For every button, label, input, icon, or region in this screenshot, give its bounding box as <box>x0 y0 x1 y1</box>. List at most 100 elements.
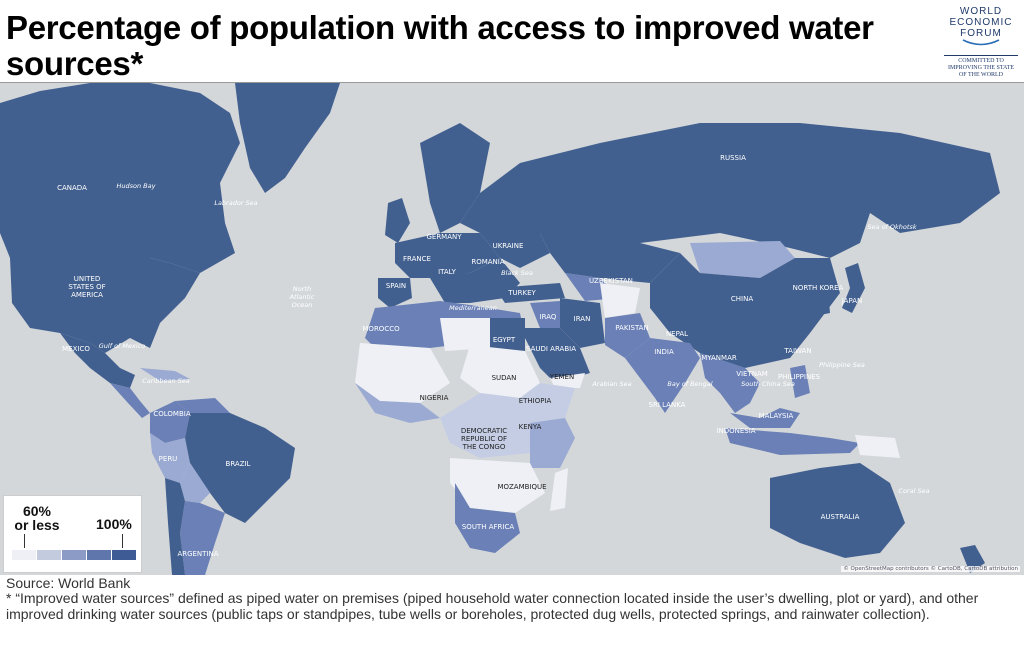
label-france: FRANCE <box>403 255 431 263</box>
legend-tick-low <box>24 534 25 548</box>
label-nepal: NEPAL <box>666 330 688 338</box>
region-colombia[interactable] <box>150 401 190 443</box>
region-kazakhstan[interactable] <box>540 233 680 283</box>
label-indonesia: INDONESIA <box>716 427 755 435</box>
label-romania: ROMANIA <box>471 258 505 266</box>
label-china: CHINA <box>731 295 753 303</box>
region-libya[interactable] <box>440 318 490 351</box>
region-yemen[interactable] <box>550 373 585 388</box>
label-north-atlantic-1: North <box>293 285 311 293</box>
label-philippine-sea: Philippine Sea <box>819 361 865 369</box>
logo-tagline-3: OF THE WORLD <box>958 72 1004 78</box>
legend-swatch-4 <box>87 550 112 560</box>
label-nigeria: NIGERIA <box>420 394 449 402</box>
label-sri-lanka: SRI LANKA <box>649 401 686 409</box>
label-myanmar: MYANMAR <box>701 354 737 362</box>
region-turkey[interactable] <box>495 283 565 303</box>
region-southern-africa[interactable] <box>450 458 545 513</box>
region-pakistan[interactable] <box>605 313 650 358</box>
region-philippines[interactable] <box>790 365 810 398</box>
label-argentina: ARGENTINA <box>177 550 218 558</box>
region-madagascar[interactable] <box>550 468 568 511</box>
logo-line-3: FORUM <box>960 28 1002 39</box>
label-usa-2: STATES OF <box>68 283 105 291</box>
label-gulf-of-mexico: Gulf of Mexico <box>99 342 145 350</box>
label-drc-2: REPUBLIC OF <box>461 435 507 443</box>
legend-swatch-1 <box>12 550 37 560</box>
region-argentina[interactable] <box>180 501 225 575</box>
region-scandinavia[interactable] <box>420 123 490 233</box>
region-ethiopia[interactable] <box>520 383 575 423</box>
wef-logo: WORLD ECONOMIC FORUM COMMITTED TO IMPROV… <box>944 6 1018 80</box>
region-iberia[interactable] <box>378 278 412 308</box>
legend-swatch-2 <box>37 550 62 560</box>
region-west-africa[interactable] <box>355 383 440 423</box>
region-indonesia[interactable] <box>725 428 860 455</box>
region-malaysia[interactable] <box>730 408 800 428</box>
label-philippines: PHILIPPINES <box>778 373 821 381</box>
region-korea[interactable] <box>818 288 830 315</box>
region-western-europe[interactable] <box>395 233 500 278</box>
region-png[interactable] <box>855 435 900 458</box>
region-uk[interactable] <box>385 198 410 243</box>
region-east-africa[interactable] <box>530 418 575 468</box>
label-kenya: KENYA <box>519 423 542 431</box>
region-japan[interactable] <box>842 263 865 313</box>
label-hudson-bay: Hudson Bay <box>117 182 156 190</box>
label-usa-1: UNITED <box>74 275 101 283</box>
region-south-africa[interactable] <box>455 483 520 553</box>
label-caribbean-sea: Caribbean Sea <box>142 377 190 385</box>
region-usa[interactable] <box>10 258 200 353</box>
region-russia[interactable] <box>460 123 1000 258</box>
label-coral-sea: Coral Sea <box>898 487 929 495</box>
label-saudi-arabia: SAUDI ARABIA <box>526 345 576 353</box>
world-map[interactable]: CANADA UNITED STATES OF AMERICA MEXICO C… <box>0 82 1024 575</box>
region-iran[interactable] <box>560 298 605 348</box>
region-mexico[interactable] <box>60 333 135 388</box>
region-saudi-arabia[interactable] <box>520 328 590 383</box>
label-egypt: EGYPT <box>493 336 516 344</box>
label-mexico: MEXICO <box>62 345 90 353</box>
label-iraq: IRAQ <box>540 313 557 321</box>
label-usa-3: AMERICA <box>71 291 103 299</box>
label-colombia: COLOMBIA <box>153 410 190 418</box>
region-brazil[interactable] <box>185 413 295 523</box>
region-sahel-west[interactable] <box>355 343 450 403</box>
region-afghanistan[interactable] <box>600 283 640 318</box>
legend-low-label-2: or less <box>14 517 60 533</box>
label-labrador-sea: Labrador Sea <box>214 199 257 207</box>
label-spain: SPAIN <box>386 282 406 290</box>
label-germany: GERMANY <box>426 233 462 241</box>
region-ukraine[interactable] <box>480 233 550 268</box>
region-peru[interactable] <box>150 433 190 483</box>
region-mongolia[interactable] <box>690 241 795 278</box>
region-central-africa[interactable] <box>440 393 535 458</box>
region-egypt[interactable] <box>490 318 525 351</box>
logo-tagline-2: IMPROVING THE STATE <box>947 65 1015 71</box>
label-arabian-sea: Arabian Sea <box>591 380 631 388</box>
region-bolivia[interactable] <box>180 463 210 503</box>
legend-tick-high <box>122 534 123 548</box>
region-iraq[interactable] <box>530 301 560 328</box>
region-china[interactable] <box>650 253 840 368</box>
region-southeast-asia[interactable] <box>700 353 760 413</box>
label-drc-1: DEMOCRATIC <box>461 427 507 435</box>
label-north-atlantic-3: Ocean <box>292 301 313 309</box>
region-chile[interactable] <box>165 478 185 575</box>
map-svg: CANADA UNITED STATES OF AMERICA MEXICO C… <box>0 83 1024 575</box>
label-mozambique: MOZAMBIQUE <box>497 483 546 491</box>
logo-line-2: ECONOMIC <box>949 17 1013 28</box>
label-mediterranean: Mediterranean <box>449 304 497 312</box>
region-india[interactable] <box>625 338 700 413</box>
region-greenland[interactable] <box>235 83 340 193</box>
label-italy: ITALY <box>438 268 457 276</box>
legend-swatch-3 <box>62 550 87 560</box>
region-australia[interactable] <box>770 463 905 558</box>
label-sudan: SUDAN <box>492 374 517 382</box>
label-uzbekistan: UZBEKISTAN <box>589 277 633 285</box>
region-central-america[interactable] <box>110 383 150 418</box>
region-sudan[interactable] <box>460 345 540 398</box>
region-canada[interactable] <box>0 83 240 273</box>
map-attribution[interactable]: © OpenStreetMap contributors © CartoDB, … <box>841 566 1020 572</box>
region-caribbean[interactable] <box>140 368 190 381</box>
